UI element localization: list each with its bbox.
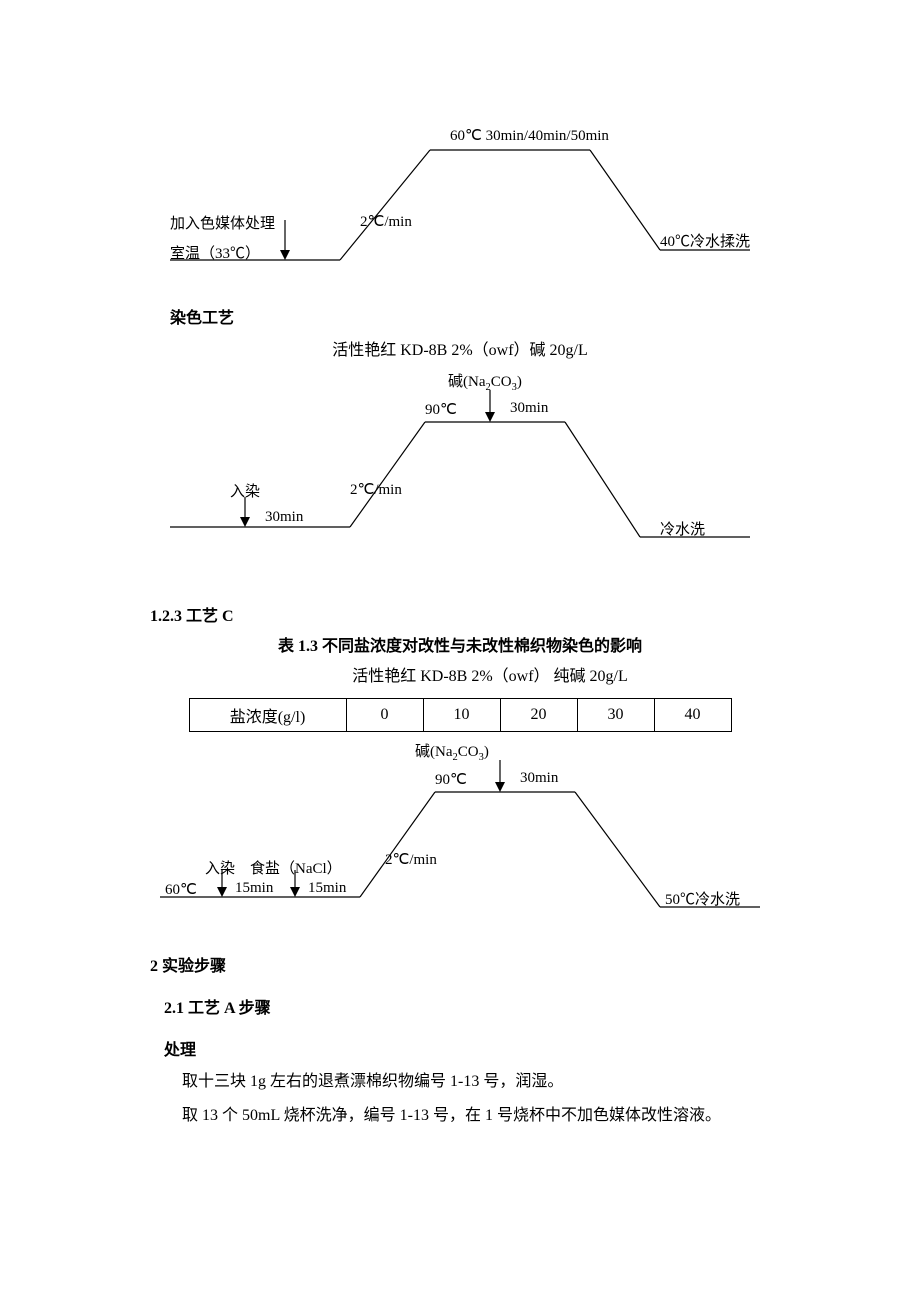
d3-right: 50℃冷水洗: [665, 888, 740, 909]
table-caption: 表 1.3 不同盐浓度对改性与未改性棉织物染色的影响: [150, 632, 770, 656]
table-subline: 活性艳红 KD-8B 2%（owf） 纯碱 20g/L: [210, 662, 770, 686]
d1-top-label: 60℃ 30min/40min/50min: [450, 126, 609, 145]
d1-left-line1: 加入色媒体处理: [170, 212, 275, 233]
steps-a-heading: 2.1 工艺 A 步骤: [164, 994, 770, 1018]
section-c-heading: 1.2.3 工艺 C: [150, 602, 770, 626]
table-cell: 30: [577, 699, 654, 732]
d1-right-label: 40℃冷水揉洗: [660, 230, 750, 251]
d3-ramp: 2℃/min: [385, 850, 437, 869]
process-diagram-2: 碱(Na2CO3) 90℃ 30min 2℃/min 入染 30min 冷水洗: [170, 372, 750, 562]
d1-ramp-label: 2℃/min: [360, 212, 412, 231]
table-cell: 40: [654, 699, 731, 732]
d3-top-left: 90℃: [435, 770, 467, 789]
d3-enter: 入染: [205, 857, 235, 878]
d3-t1: 15min: [235, 880, 273, 897]
d2-right: 冷水洗: [660, 518, 705, 539]
process-diagram-1: 60℃ 30min/40min/50min 2℃/min 加入色媒体处理 室温（…: [170, 120, 750, 280]
d3-enter-temp: 60℃: [165, 880, 197, 899]
d2-alkali: 碱(Na2CO3): [448, 370, 522, 393]
steps-handle-heading: 处理: [164, 1036, 770, 1060]
table-row: 盐浓度(g/l) 0 10 20 30 40: [189, 699, 731, 732]
table-cell: 20: [500, 699, 577, 732]
d2-enter-time: 30min: [265, 509, 303, 526]
table-cell: 0: [346, 699, 423, 732]
steps-heading: 2 实验步骤: [150, 952, 770, 976]
d3-alkali: 碱(Na2CO3): [415, 740, 489, 763]
d2-top-left: 90℃: [425, 400, 457, 419]
d3-top-right: 30min: [520, 770, 558, 787]
table-cell: 10: [423, 699, 500, 732]
d1-left-line2: 室温（33℃）: [170, 242, 260, 263]
table-header: 盐浓度(g/l): [189, 699, 346, 732]
d2-top-right: 30min: [510, 400, 548, 417]
paragraph-2: 取 13 个 50mL 烧杯洗净，编号 1-13 号，在 1 号烧杯中不加色媒体…: [150, 1100, 770, 1132]
d3-salt: 食盐（NaCl）: [250, 857, 342, 878]
d2-ramp: 2℃/min: [350, 480, 402, 499]
d2-enter: 入染: [230, 480, 260, 501]
salt-table: 盐浓度(g/l) 0 10 20 30 40: [189, 698, 732, 732]
process-diagram-3: 碱(Na2CO3) 90℃ 30min 2℃/min 入染 食盐（NaCl） 6…: [160, 742, 760, 932]
paragraph-1: 取十三块 1g 左右的退煮漂棉织物编号 1-13 号，润湿。: [150, 1066, 770, 1098]
dye-heading: 染色工艺: [170, 304, 770, 328]
dye-subline: 活性艳红 KD-8B 2%（owf）碱 20g/L: [150, 336, 770, 360]
d3-t2: 15min: [308, 880, 346, 897]
